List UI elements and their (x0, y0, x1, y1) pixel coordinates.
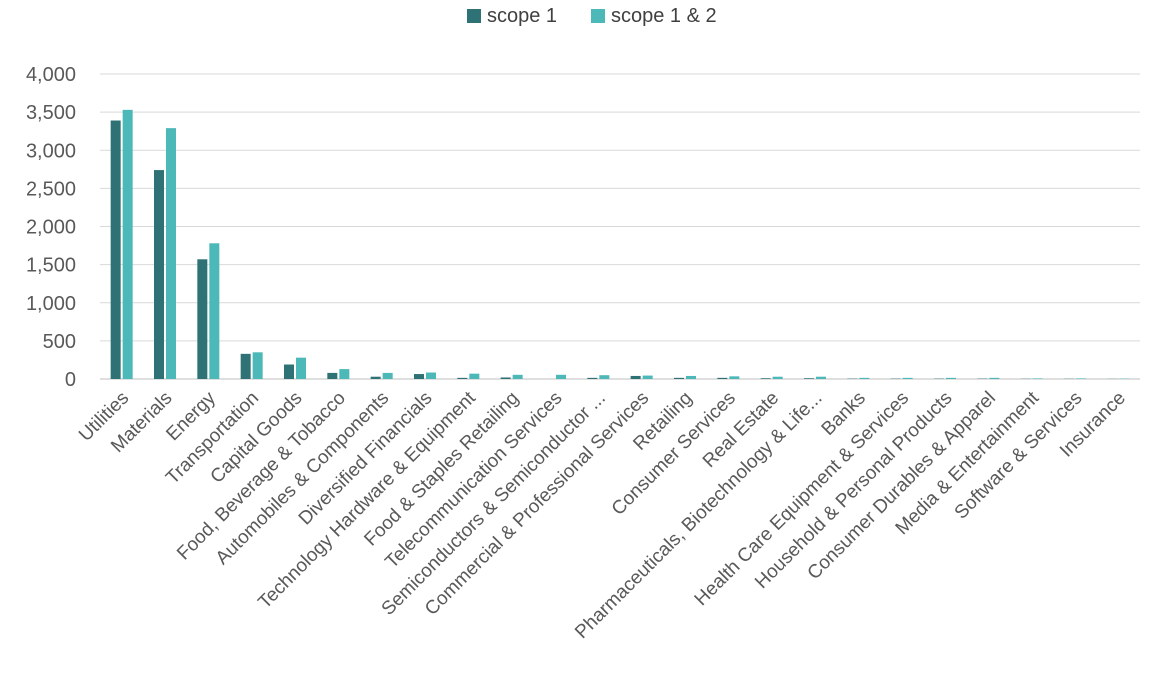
bar-scope1-2 (296, 357, 306, 379)
bar-scope1-2 (902, 377, 913, 379)
bar-scope1 (760, 378, 771, 379)
bar-scope1 (154, 170, 164, 379)
bar-scope1 (630, 375, 641, 379)
y-tick-label: 0 (65, 369, 76, 391)
bar-scope1 (240, 353, 251, 379)
y-tick-label: 3,000 (26, 140, 76, 162)
bar-scope1-2 (426, 372, 436, 379)
bar-scope1-2 (512, 374, 523, 379)
legend-swatch (591, 9, 605, 23)
bar-scope1-2 (816, 376, 826, 379)
bar-scope1-2 (122, 109, 133, 380)
bar-scope1 (587, 377, 598, 379)
bar-scope1-2 (209, 243, 220, 379)
bar-scope1-2 (382, 372, 393, 379)
legend-label: scope 1 & 2 (611, 5, 717, 27)
legend: scope 1 scope 1 & 2 (467, 5, 717, 27)
bar-scope1 (717, 377, 728, 379)
y-tick-label: 1,000 (26, 293, 76, 315)
legend-label: scope 1 (487, 5, 557, 27)
bar-scope1-2 (599, 375, 610, 379)
bar-scope1-2 (989, 377, 1000, 379)
bar-scope1 (284, 364, 294, 379)
bar-scope1 (457, 377, 468, 379)
bar-scope1 (674, 377, 684, 379)
bar-scope1-2 (469, 373, 480, 379)
y-tick-label: 2,000 (26, 217, 76, 239)
bar-scope1-2 (1076, 378, 1086, 379)
bar-scope1-2 (642, 375, 653, 379)
bar-scope1-2 (859, 377, 870, 379)
bar-scope1-2 (166, 128, 176, 379)
y-tick-label: 3,500 (26, 102, 76, 124)
bars (110, 109, 1130, 380)
bar-scope1-2 (1032, 378, 1043, 379)
y-tick-label: 1,500 (26, 255, 76, 277)
bar-scope1 (804, 378, 814, 379)
y-axis-tick-labels: 0 500 1,000 1,500 2,000 2,500 3,000 3,500 4,000 (26, 64, 76, 391)
y-tick-label: 500 (43, 331, 76, 353)
bar-scope1-2 (252, 352, 263, 379)
bar-scope1-2 (772, 376, 783, 379)
y-tick-label: 2,500 (26, 178, 76, 200)
bar-scope1 (197, 259, 208, 379)
bar-scope1-2 (339, 369, 350, 379)
bar-scope1-2 (946, 377, 956, 379)
bar-scope1-2 (686, 375, 696, 379)
legend-swatch (467, 9, 481, 23)
bar-scope1 (370, 376, 381, 379)
y-tick-label: 4,000 (26, 64, 76, 86)
bar-scope1 (110, 120, 121, 379)
bar-scope1 (327, 372, 338, 379)
bar-scope1 (500, 377, 511, 379)
bar-scope1-2 (556, 374, 566, 379)
bar-scope1 (414, 374, 424, 379)
gridlines (100, 73, 1140, 380)
x-axis-category-labels: UtilitiesMaterialsEnergyTransportationCa… (75, 387, 1130, 643)
bar-scope1-2 (729, 376, 740, 379)
